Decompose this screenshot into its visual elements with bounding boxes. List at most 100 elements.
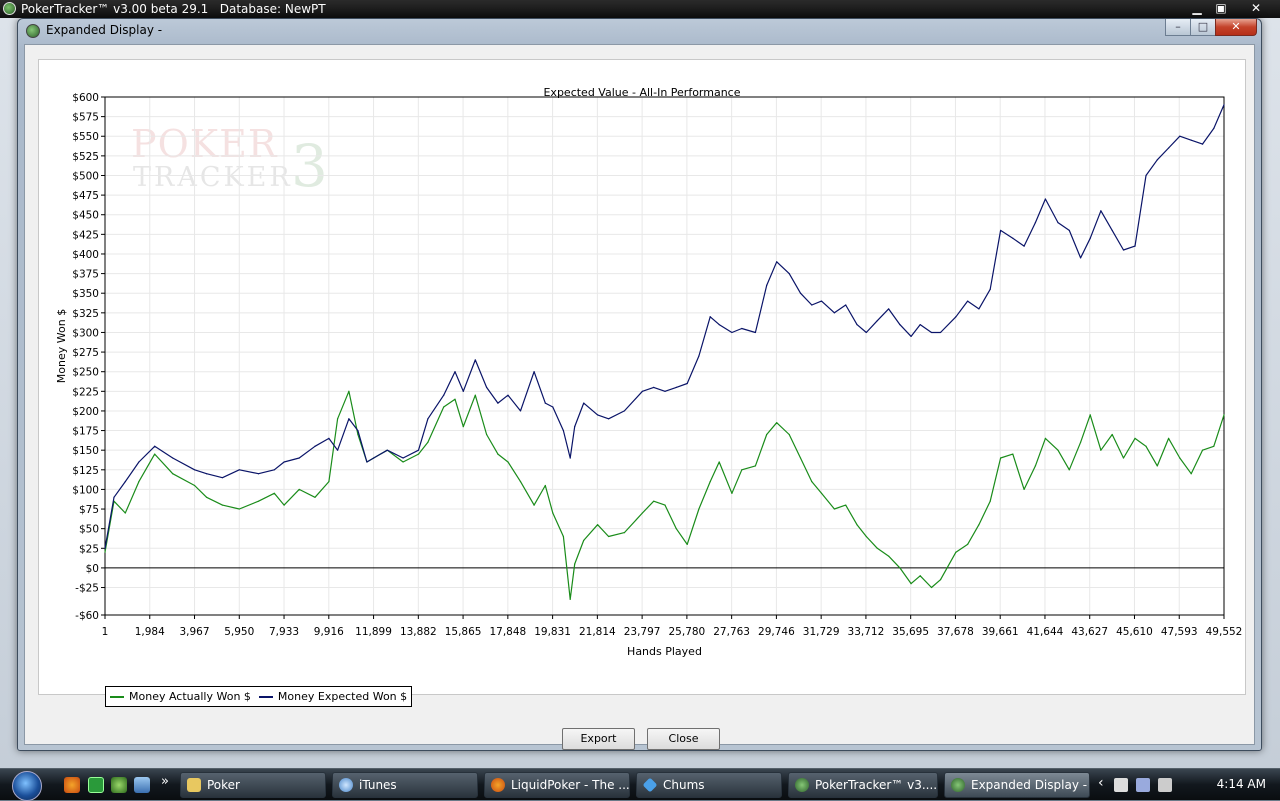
chart-title: Expected Value - All-In Performance	[543, 86, 741, 99]
data-point-actual	[1089, 414, 1091, 416]
data-point-actual	[1023, 488, 1025, 491]
taskbar-item-poker[interactable]: Poker	[180, 772, 326, 798]
legend-item-actual: Money Actually Won $	[110, 690, 251, 703]
show-desktop-icon[interactable]	[134, 777, 150, 793]
security-icon[interactable]	[1136, 778, 1150, 792]
dialog-title: Expanded Display -	[46, 23, 163, 37]
x-tick-label: 23,797	[624, 626, 661, 638]
data-point-expected	[1201, 143, 1204, 145]
data-point-expected	[124, 480, 126, 483]
start-button[interactable]	[12, 771, 42, 801]
data-point-expected	[417, 449, 420, 451]
data-point-expected	[238, 469, 240, 471]
data-point-actual	[402, 461, 404, 463]
data-point-expected	[1100, 210, 1102, 212]
data-point-expected	[336, 449, 339, 451]
tray-expand-arrow[interactable]: ‹	[1098, 775, 1104, 791]
data-point-expected	[754, 331, 756, 334]
y-tick-label: $175	[72, 426, 99, 438]
x-tick-label: 33,712	[848, 626, 885, 638]
data-point-actual	[427, 441, 429, 443]
data-point-expected	[686, 382, 688, 385]
data-point-expected	[955, 316, 957, 318]
data-point-actual	[583, 539, 585, 542]
data-point-expected	[845, 304, 847, 306]
data-point-actual	[462, 426, 464, 428]
data-point-expected	[811, 304, 813, 306]
data-point-expected	[1190, 139, 1192, 141]
y-tick-label: -$60	[75, 610, 99, 622]
pokertracker-icon	[951, 778, 965, 792]
y-tick-label: $0	[86, 563, 99, 575]
y-tick-label: $325	[72, 308, 99, 320]
data-point-expected	[1012, 237, 1014, 239]
dialog-maximize-button[interactable]: □	[1190, 19, 1216, 36]
data-point-actual	[348, 390, 350, 392]
data-point-expected	[856, 324, 858, 326]
dialog-close-button[interactable]: ✕	[1215, 19, 1257, 36]
data-point-expected	[698, 355, 700, 357]
data-point-actual	[283, 504, 285, 506]
x-tick-label: 13,882	[400, 626, 437, 638]
data-point-expected	[386, 449, 388, 451]
data-point-expected	[544, 402, 546, 404]
data-point-expected	[474, 359, 476, 361]
y-tick-label: $200	[72, 406, 99, 418]
network-icon[interactable]	[1114, 778, 1128, 792]
data-point-actual	[569, 598, 571, 600]
data-point-actual	[1145, 445, 1147, 447]
data-point-expected	[967, 300, 969, 302]
x-tick-label: 3,967	[179, 626, 209, 638]
data-point-expected	[930, 331, 933, 334]
data-point-actual	[138, 480, 140, 483]
app-close-button[interactable]: ✕	[1250, 1, 1262, 15]
taskbar-item-chums[interactable]: Chums	[636, 772, 782, 798]
data-point-expected	[138, 461, 140, 463]
x-tick-label: 49,552	[1206, 626, 1243, 638]
data-point-expected	[1111, 229, 1113, 232]
y-tick-label: -$25	[75, 583, 99, 595]
close-button[interactable]: Close	[647, 728, 720, 750]
data-point-expected	[820, 300, 823, 302]
data-point-expected	[507, 394, 509, 396]
taskbar-item-expanded-display[interactable]: Expanded Display -	[944, 772, 1090, 798]
data-point-expected	[888, 308, 890, 310]
data-point-expected	[552, 406, 554, 408]
data-point-actual	[1100, 449, 1102, 451]
data-point-expected	[357, 429, 359, 432]
quicklaunch-chevron[interactable]: »	[161, 774, 169, 789]
app-minimize-button[interactable]: ▁	[1192, 1, 1202, 15]
data-point-expected	[486, 386, 488, 388]
clock[interactable]: 4:14 AM	[1216, 777, 1266, 791]
data-point-expected	[675, 386, 677, 388]
data-point-expected	[865, 331, 867, 334]
data-point-expected	[273, 469, 275, 471]
data-point-actual	[314, 496, 316, 498]
data-point-actual	[919, 575, 921, 577]
data-point-expected	[1057, 221, 1059, 224]
taskbar-item-pokertracker[interactable]: PokerTracker™ v3....	[788, 772, 938, 798]
y-tick-label: $600	[72, 92, 99, 104]
data-point-expected	[205, 473, 208, 475]
data-point-expected	[454, 371, 456, 373]
data-point-actual	[664, 504, 666, 506]
firefox-icon[interactable]	[64, 777, 80, 793]
data-point-expected	[731, 331, 733, 334]
x-tick-label: 35,695	[892, 626, 929, 638]
data-point-expected	[221, 477, 224, 479]
export-button[interactable]: Export	[562, 728, 635, 750]
app-launcher-icon[interactable]	[88, 777, 104, 793]
data-point-actual	[967, 543, 969, 545]
data-point-actual	[1079, 441, 1082, 443]
data-point-actual	[221, 504, 224, 506]
x-tick-label: 1	[102, 626, 109, 638]
data-point-actual	[1034, 465, 1036, 467]
taskbar-item-itunes[interactable]: iTunes	[332, 772, 478, 798]
volume-icon[interactable]	[1158, 778, 1172, 792]
data-point-actual	[754, 465, 756, 467]
data-point-actual	[154, 453, 156, 455]
globe-icon[interactable]	[111, 777, 127, 793]
app-restore-button[interactable]: ▣	[1215, 1, 1227, 15]
taskbar-item-liquidpoker[interactable]: LiquidPoker - The ...	[484, 772, 630, 798]
dialog-minimize-button[interactable]: –	[1165, 19, 1191, 36]
